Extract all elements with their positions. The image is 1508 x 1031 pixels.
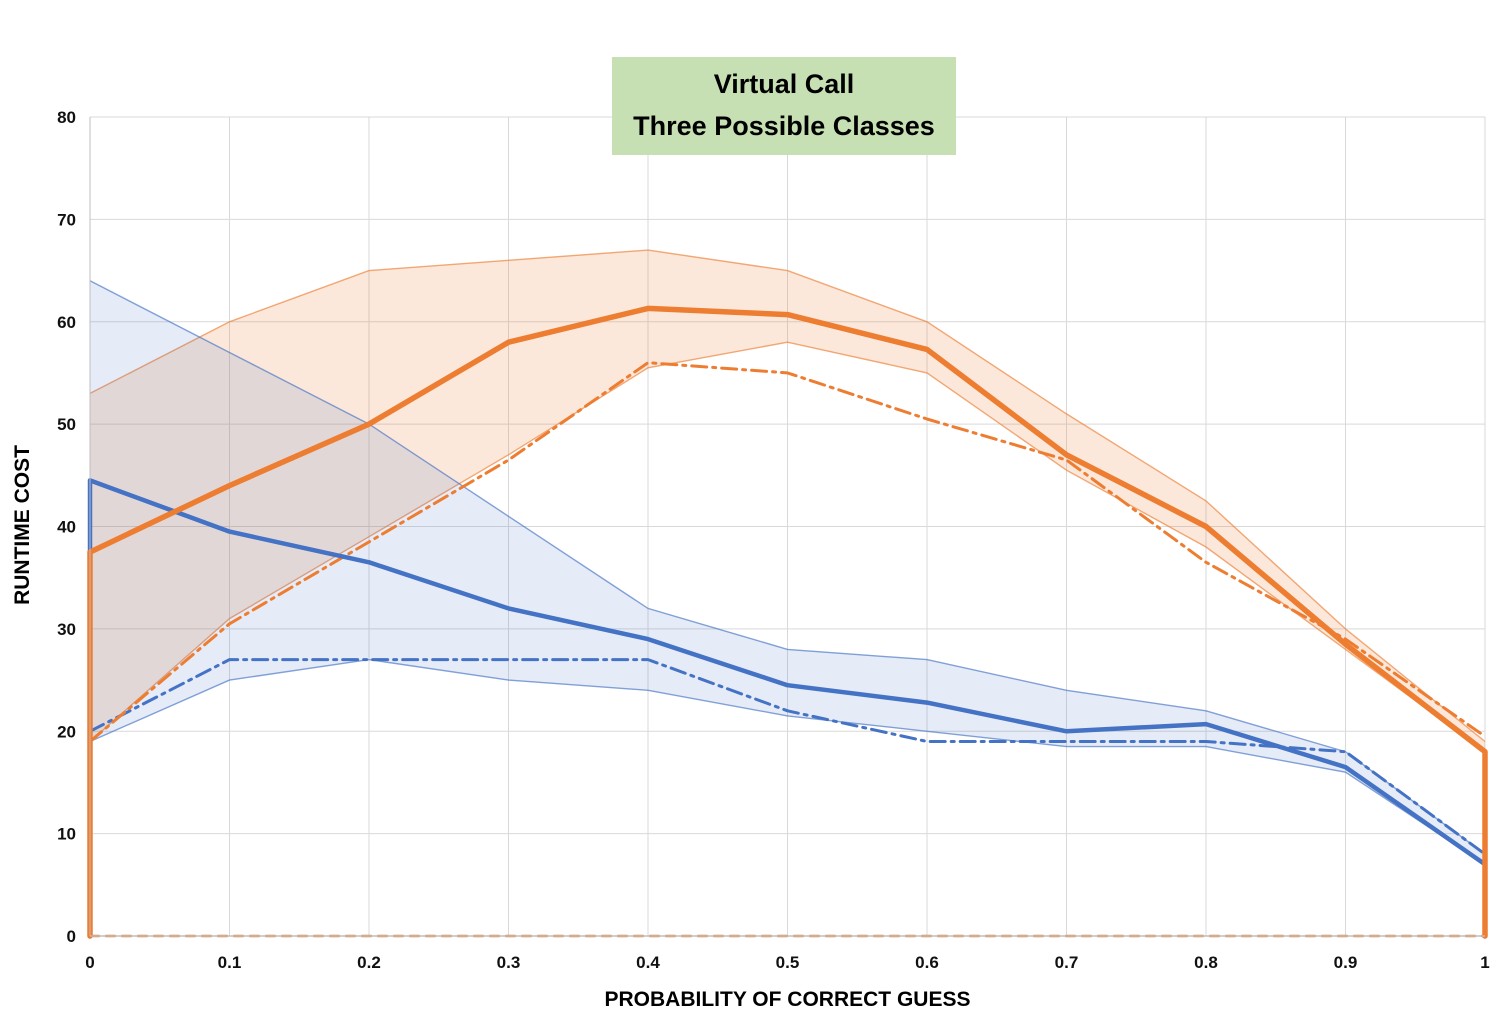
y-tick-label: 80 — [57, 108, 76, 127]
x-tick-label: 0.1 — [218, 953, 242, 972]
y-tick-label: 30 — [57, 620, 76, 639]
x-tick-label: 0.8 — [1194, 953, 1218, 972]
y-tick-label: 40 — [57, 518, 76, 537]
blue-dash-dot-line — [88, 658, 1487, 856]
blue-confidence-band — [90, 280, 1485, 865]
blue-confidence-band-upper-edge — [89, 280, 1486, 855]
y-tick-label: 70 — [57, 210, 76, 229]
y-tick-label: 20 — [57, 722, 76, 741]
x-tick-label: 1 — [1480, 953, 1489, 972]
x-axis-title: PROBABILITY OF CORRECT GUESS — [604, 988, 971, 1011]
y-tick-label: 10 — [57, 825, 76, 844]
chart-title-line1: Virtual Call — [713, 69, 855, 100]
y-tick-label: 50 — [57, 415, 76, 434]
y-axis-title: RUNTIME COST — [11, 445, 34, 605]
x-tick-label: 0.3 — [497, 953, 521, 972]
orange-dash-dot-line — [88, 361, 1487, 743]
chart-title-box: Virtual Call Three Possible Classes — [612, 57, 956, 155]
orange-solid-line — [87, 305, 1488, 939]
x-tick-label: 0.6 — [915, 953, 939, 972]
x-tick-label: 0.2 — [357, 953, 381, 972]
x-tick-label: 0 — [85, 953, 94, 972]
y-tick-label: 0 — [67, 927, 76, 946]
blue-solid-line — [87, 478, 1488, 939]
orange-confidence-band — [90, 250, 1485, 752]
orange-confidence-band-upper-edge — [89, 249, 1486, 743]
x-tick-label: 0.4 — [636, 953, 660, 972]
x-tick-label: 0.9 — [1334, 953, 1358, 972]
orange-confidence-band-lower-edge — [89, 341, 1486, 753]
x-tick-label: 0.5 — [776, 953, 800, 972]
y-tick-label: 60 — [57, 313, 76, 332]
x-tick-label: 0.7 — [1055, 953, 1079, 972]
chart-title-line2: Three Possible Classes — [633, 111, 935, 141]
blue-confidence-band-lower-edge — [89, 658, 1486, 865]
